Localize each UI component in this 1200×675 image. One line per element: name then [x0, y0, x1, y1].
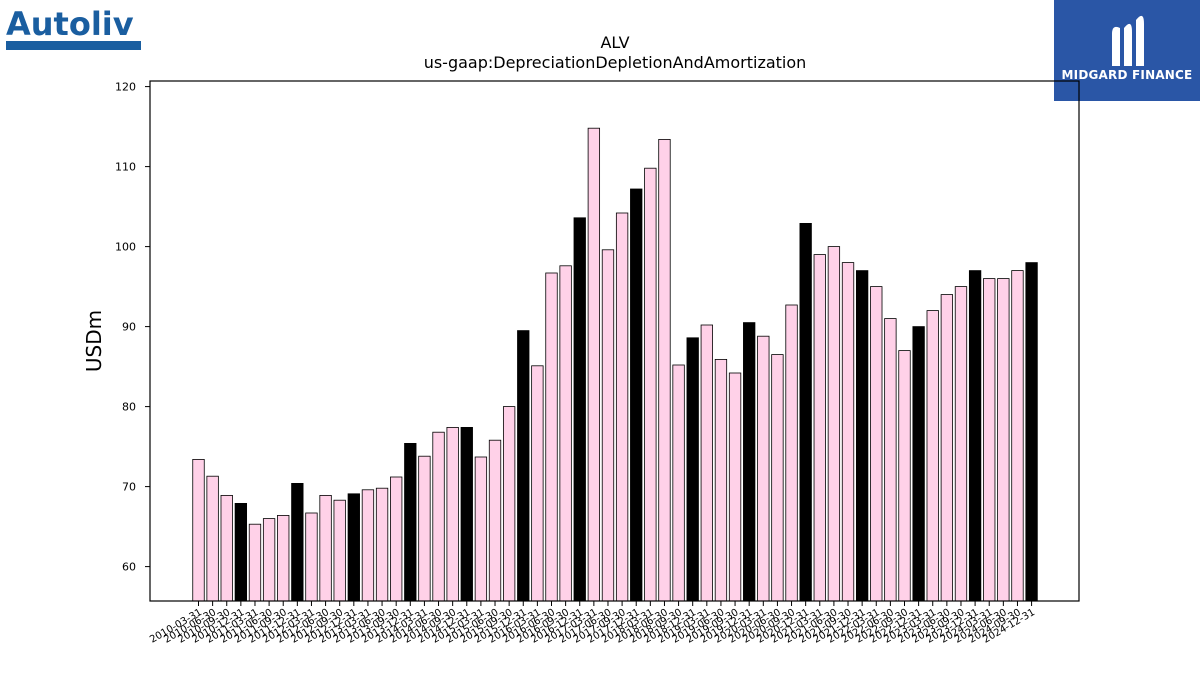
y-axis-ticks: 60 70 80 90 100 110 120 [115, 81, 150, 574]
bar [531, 365, 544, 602]
bar [841, 262, 855, 602]
bar [728, 372, 742, 602]
bar [827, 246, 841, 602]
y-tick-label: 70 [122, 481, 136, 494]
bar [997, 278, 1010, 602]
bar [700, 324, 713, 602]
bar [305, 512, 318, 602]
y-tick-label: 80 [122, 401, 136, 414]
bar [502, 406, 516, 602]
autoliv-logo-underline [6, 41, 141, 50]
bar [361, 489, 375, 602]
bar [390, 476, 403, 602]
bar [418, 455, 431, 602]
bar [206, 475, 219, 602]
bar [926, 310, 939, 602]
bar [601, 249, 615, 602]
midgard-finance-mark-icon [1112, 15, 1144, 66]
bar [757, 335, 770, 602]
bar [446, 426, 459, 602]
bar [1011, 270, 1024, 602]
bar [460, 426, 473, 602]
bar [968, 270, 982, 602]
bar [220, 494, 233, 602]
bar [771, 354, 784, 602]
x-axis-ticks: 2010-03-312010-06-302010-09-302010-12-31… [148, 601, 1037, 646]
midgard-finance-logo: MIDGARD FINANCE [1054, 0, 1200, 101]
y-tick-label: 90 [122, 321, 136, 334]
bar [644, 167, 657, 602]
bar [573, 217, 586, 602]
bar [630, 188, 643, 602]
bar [488, 439, 502, 602]
bar [192, 458, 205, 602]
bar [714, 358, 728, 602]
bar [785, 304, 798, 602]
bar [898, 350, 911, 602]
y-axis-label: USDm [82, 310, 106, 372]
bar [1025, 262, 1038, 602]
bar [347, 493, 360, 602]
bar [262, 518, 276, 602]
bar [432, 431, 445, 602]
bar [248, 523, 262, 602]
bar [672, 364, 685, 602]
bar [743, 322, 756, 602]
bar [954, 286, 968, 602]
bar [799, 222, 812, 602]
bar [277, 515, 290, 602]
y-tick-label: 110 [115, 161, 136, 174]
bar [333, 499, 346, 602]
midgard-finance-label: MIDGARD FINANCE [1061, 68, 1193, 82]
bar [234, 502, 248, 602]
y-tick-label: 60 [122, 561, 136, 574]
bar [855, 270, 869, 602]
y-tick-label: 120 [115, 81, 136, 94]
bar [983, 278, 996, 602]
bar [319, 494, 332, 602]
bar [813, 254, 826, 602]
chart-title: ALV [600, 33, 629, 52]
bar [404, 442, 417, 602]
bar [658, 138, 671, 602]
autoliv-logo-text: Autoliv [6, 5, 134, 43]
bar [912, 326, 925, 602]
bar [517, 330, 530, 602]
chart-subtitle: us-gaap:DepreciationDepletionAndAmortiza… [424, 53, 807, 72]
bar [870, 286, 883, 602]
bar [940, 294, 954, 602]
bar [559, 265, 572, 602]
bar-series [192, 127, 1038, 602]
plot-frame [149, 80, 1080, 602]
y-tick-label: 100 [115, 241, 136, 254]
bar [884, 318, 897, 602]
bar [375, 487, 389, 602]
bar [686, 337, 699, 602]
bar [474, 456, 488, 602]
bar [545, 272, 558, 602]
autoliv-logo: Autoliv [6, 5, 141, 50]
bar [615, 212, 629, 602]
bar [291, 482, 304, 602]
bar [587, 127, 601, 602]
